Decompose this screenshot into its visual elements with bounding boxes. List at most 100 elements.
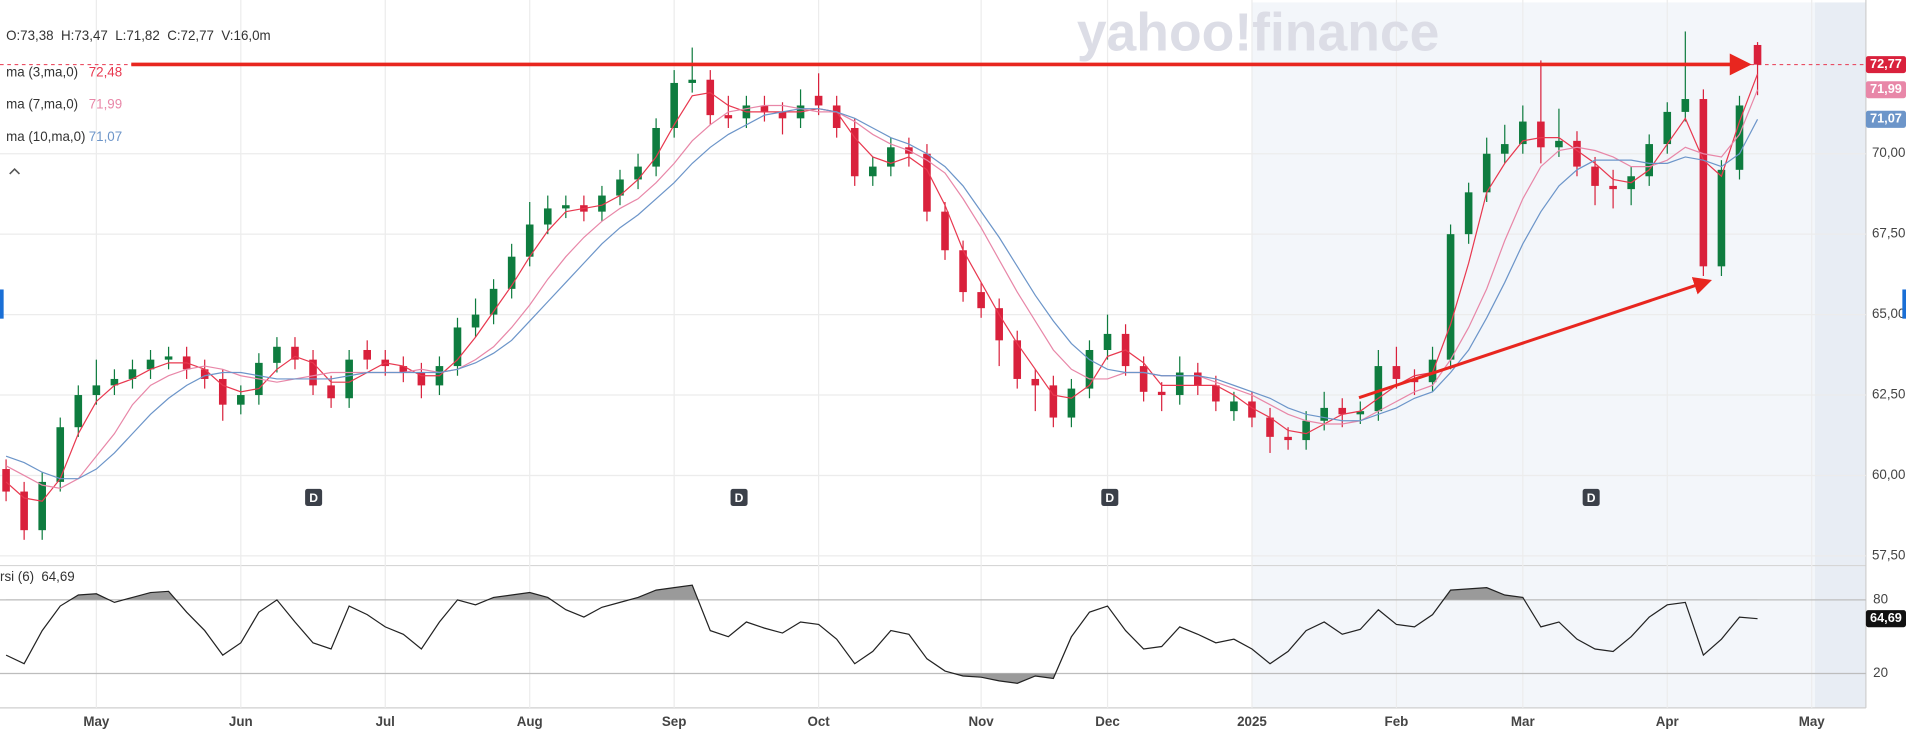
candle-body: [1194, 372, 1202, 386]
rsi-value-tag: 64,69: [1870, 610, 1902, 625]
candle-body: [345, 359, 353, 399]
candle-body: [1284, 436, 1292, 441]
candle-body: [1230, 401, 1238, 412]
y-tick-label: 57,50: [1872, 547, 1905, 562]
x-tick-label: May: [1799, 714, 1826, 729]
candle-body: [363, 349, 371, 360]
legend-name: ma (7,ma,0): [6, 97, 78, 112]
candle-body: [1338, 407, 1347, 415]
candle-body: [670, 82, 678, 128]
candle-body: [1555, 140, 1563, 148]
candle-body: [1013, 340, 1022, 379]
candle-body: [327, 385, 335, 399]
x-tick-label: Dec: [1095, 714, 1120, 729]
candle-body: [1157, 391, 1166, 396]
y-tick-label: 62,50: [1872, 387, 1905, 402]
candle-body: [237, 395, 245, 405]
candle-body: [1139, 366, 1148, 392]
dividend-label: D: [735, 491, 744, 505]
ma-price-tag-box: [1865, 110, 1906, 128]
candle-body: [417, 372, 426, 386]
rsi-value: 64,69: [41, 569, 74, 584]
candle-body: [832, 105, 841, 128]
x-tick-label: 2025: [1237, 714, 1267, 729]
legend: ma (3,ma,0) 72,48 ma (7,ma,0) 71,99 ma (10,m…: [6, 65, 122, 144]
candle-body: [1573, 140, 1581, 167]
scroll-handle[interactable]: [1902, 289, 1906, 319]
x-tick-label: Aug: [517, 714, 543, 729]
candle-body: [923, 153, 931, 212]
candle-body: [688, 79, 697, 83]
candle-body: [868, 166, 877, 177]
candle-body: [1609, 185, 1617, 190]
last-price-tag: 72,77: [1870, 56, 1902, 71]
candle-body: [1681, 99, 1690, 112]
x-tick-label: Jun: [229, 714, 253, 729]
dividend-badge: [1582, 488, 1600, 506]
x-tick-label: Jul: [376, 714, 395, 729]
candle-body: [634, 166, 642, 180]
candle-body: [1500, 144, 1509, 154]
candle-body: [1446, 234, 1455, 360]
legend-value: 72,48: [89, 65, 122, 80]
x-tick-label: May: [83, 714, 110, 729]
candle-body: [507, 256, 516, 289]
candle-body: [1212, 385, 1220, 402]
candle-body: [2, 469, 10, 492]
candle-body: [1320, 407, 1328, 421]
x-tick-label: Oct: [807, 714, 830, 729]
candle-body: [56, 427, 65, 482]
candle-body: [309, 359, 317, 386]
legend-name: ma (3,ma,0): [6, 65, 78, 80]
y-tick-label: 67,50: [1872, 226, 1905, 241]
ma-price-tag-box: [1865, 81, 1906, 99]
x-tick-label: Nov: [969, 714, 995, 729]
candle-body: [616, 179, 624, 196]
candle-body: [471, 314, 480, 328]
candle-body: [1591, 166, 1599, 186]
candle-body: [778, 111, 787, 119]
legend-value: 71,07: [89, 129, 122, 144]
candle-body: [724, 115, 733, 119]
candle-body: [1175, 372, 1184, 396]
candle-body: [453, 327, 462, 367]
candle-body: [92, 385, 101, 396]
candle-body: [164, 356, 173, 360]
annotation-arrow: [1358, 277, 1712, 400]
watermark: yahoo!finance: [1077, 4, 1440, 63]
candle-body: [941, 211, 949, 251]
y-tick-label: 65,00: [1872, 306, 1905, 321]
dividend-label: D: [1105, 491, 1114, 505]
candle-body: [399, 366, 408, 373]
dividend-badge: [1101, 488, 1119, 506]
rsi-value-tag-box: [1865, 610, 1906, 628]
candle-body: [1464, 192, 1473, 235]
year-shade: [1252, 2, 1815, 708]
rsi-tick-label: 80: [1873, 591, 1888, 606]
candle-body: [1699, 99, 1708, 267]
candle-body: [489, 288, 498, 315]
candle-body: [995, 308, 1003, 341]
dividend-badge: [305, 488, 323, 506]
dividend-label: D: [1587, 491, 1596, 505]
scroll-handle[interactable]: [0, 289, 4, 319]
candle-body: [1248, 401, 1256, 418]
rsi-line: [5, 584, 1758, 684]
candle-body: [598, 195, 606, 212]
candle-body: [1519, 121, 1527, 145]
legend-name: ma (10,ma,0): [6, 129, 85, 144]
ma-price-tag: 71,99: [1870, 81, 1902, 96]
candle-body: [1374, 366, 1383, 412]
candle-body: [218, 378, 227, 405]
candle-body: [1049, 385, 1058, 418]
dividend-badge: [730, 488, 748, 506]
candle-body: [20, 491, 28, 531]
candle-body: [1031, 378, 1040, 386]
candle-body: [1645, 144, 1654, 177]
collapse-icon[interactable]: [9, 167, 21, 175]
candle-body: [146, 359, 155, 370]
candle-body: [562, 205, 570, 209]
candle-body: [850, 127, 859, 177]
candle-body: [74, 395, 83, 428]
